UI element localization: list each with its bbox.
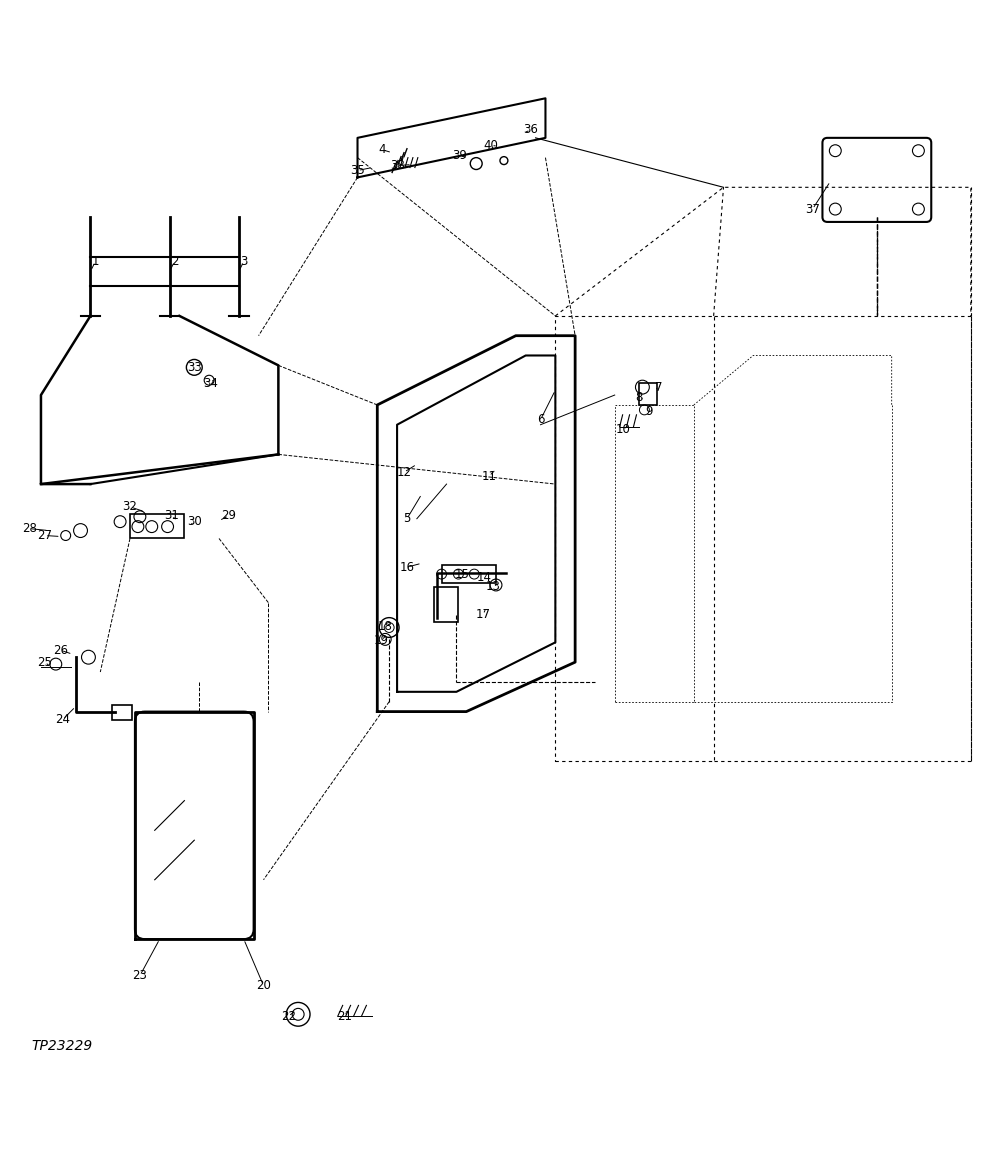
Text: 8: 8 [636, 391, 643, 403]
Text: 16: 16 [400, 561, 415, 574]
Text: 33: 33 [186, 360, 201, 374]
Text: TP23229: TP23229 [31, 1039, 92, 1053]
Text: 24: 24 [56, 714, 70, 726]
Text: 10: 10 [615, 423, 630, 436]
Text: 30: 30 [186, 515, 201, 528]
Text: 39: 39 [452, 149, 467, 162]
Text: 12: 12 [397, 465, 412, 479]
Text: 5: 5 [404, 512, 411, 525]
Text: 22: 22 [281, 1010, 296, 1023]
Text: 20: 20 [256, 979, 271, 992]
Text: 27: 27 [38, 529, 53, 542]
Text: 40: 40 [484, 139, 499, 153]
FancyBboxPatch shape [822, 138, 931, 222]
Text: 17: 17 [475, 609, 491, 621]
Text: 4: 4 [379, 143, 386, 156]
Text: 23: 23 [133, 969, 148, 982]
Bar [112, 704, 132, 719]
Text: 32: 32 [123, 500, 138, 513]
Text: 11: 11 [481, 470, 497, 483]
Text: 35: 35 [350, 164, 365, 177]
Text: 25: 25 [38, 655, 53, 668]
Text: 15: 15 [455, 568, 470, 581]
FancyBboxPatch shape [135, 711, 254, 939]
Text: 19: 19 [374, 634, 389, 647]
Text: 38: 38 [390, 159, 405, 173]
Text: 28: 28 [22, 522, 37, 535]
Text: 31: 31 [164, 510, 179, 522]
Text: 3: 3 [240, 255, 247, 268]
Text: 9: 9 [646, 406, 653, 419]
Text: 26: 26 [54, 644, 68, 656]
Text: 2: 2 [171, 255, 179, 268]
Bar [441, 566, 496, 583]
Bar [640, 384, 658, 405]
Text: 7: 7 [656, 380, 663, 394]
Text: 18: 18 [378, 620, 393, 633]
Text: 1: 1 [91, 255, 99, 268]
Text: 37: 37 [806, 203, 820, 216]
Bar [130, 514, 185, 539]
Text: 34: 34 [203, 377, 218, 389]
Text: 29: 29 [221, 510, 236, 522]
Bar [434, 586, 458, 621]
Text: 36: 36 [523, 124, 538, 136]
Text: 21: 21 [337, 1010, 352, 1023]
Text: 14: 14 [476, 570, 492, 583]
Text: 13: 13 [486, 581, 501, 593]
Text: 6: 6 [537, 413, 545, 427]
